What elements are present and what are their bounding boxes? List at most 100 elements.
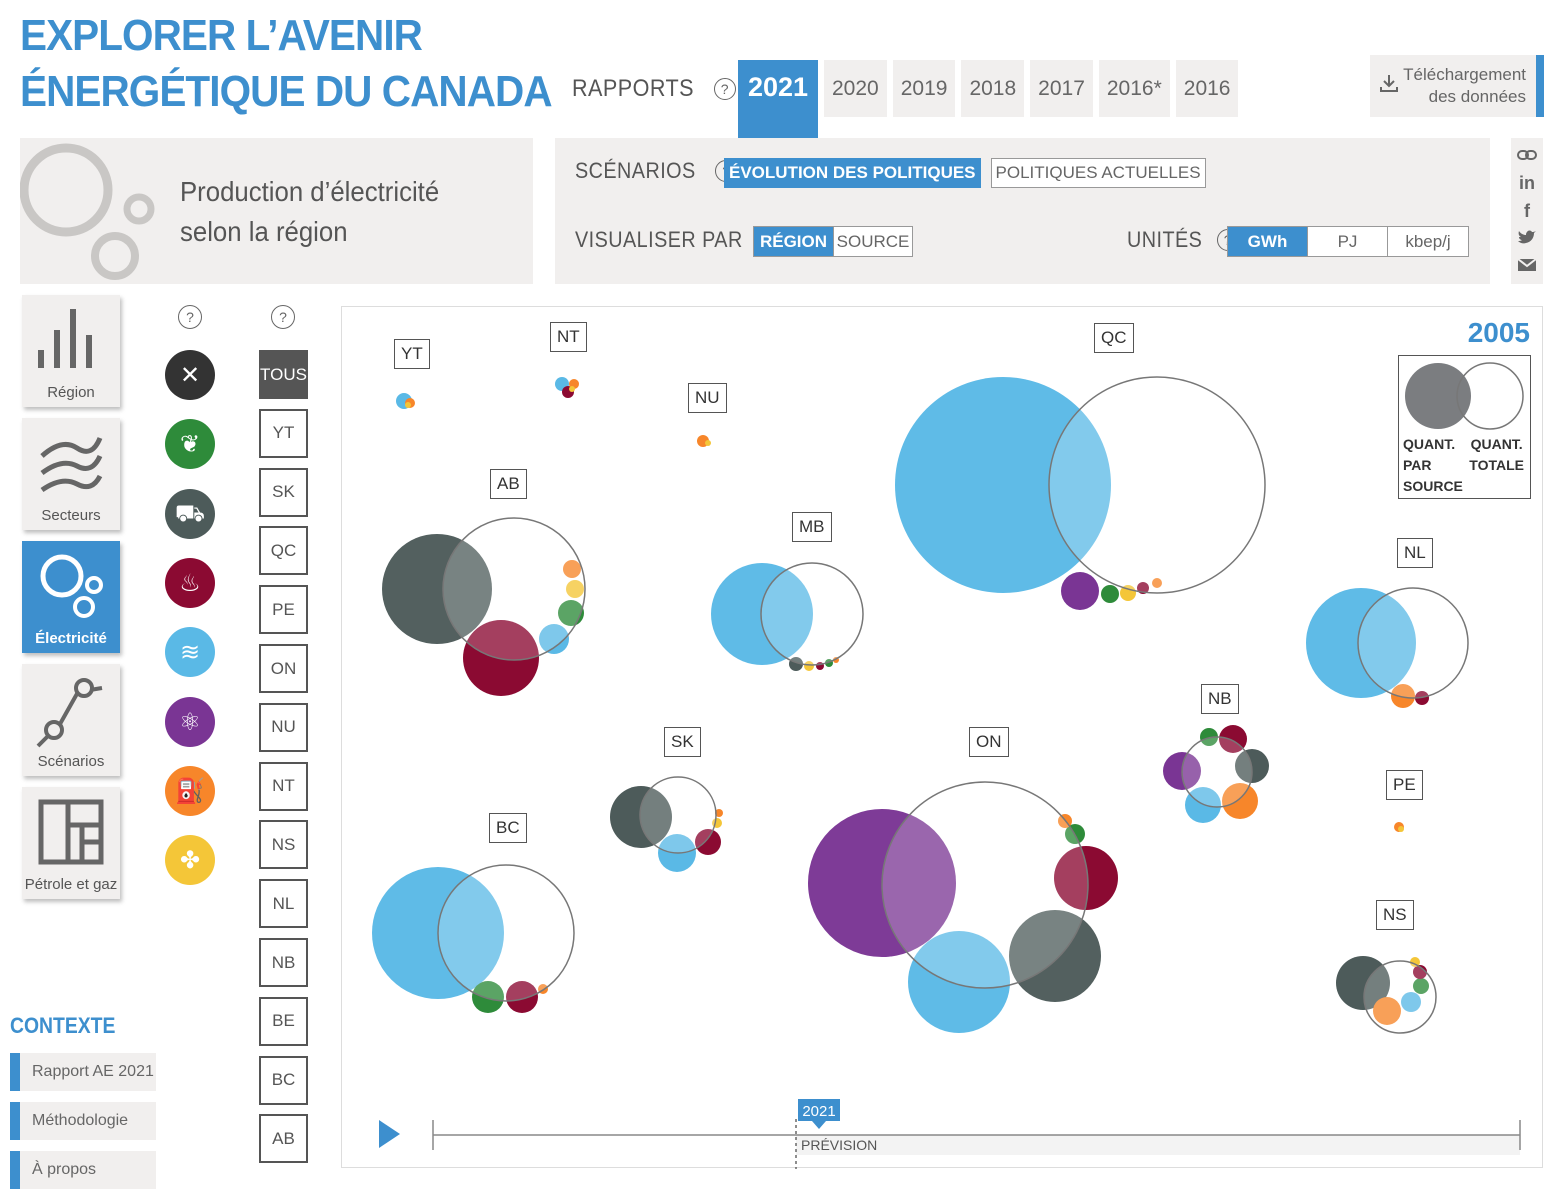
tab-year-2016[interactable]: 2016 [1175,60,1239,117]
bubble-qc-biomasse[interactable] [1101,585,1119,603]
region-bubble-group-ns[interactable] [1336,956,1437,1034]
region-bubble-group-bc[interactable] [372,864,575,1013]
bubble-ns-biomasse[interactable] [1413,978,1429,994]
bubble-bc-gaz[interactable] [506,981,538,1013]
bubble-ab-gaz[interactable] [463,620,539,696]
context-link-rapport[interactable]: Rapport AE 2021 [10,1053,156,1091]
source-filter-hydro[interactable]: ≋ [165,627,215,677]
download-data-button[interactable]: Téléchargement des données [1370,55,1544,117]
nav-region[interactable]: Région [22,295,120,407]
region-filter-pe[interactable]: PE [259,585,308,635]
region-bubble-group-nl[interactable] [1306,587,1469,708]
scenario-evolution-politiques[interactable]: ÉVOLUTION DES POLITIQUES [724,158,981,188]
region-filter-yt[interactable]: YT [259,408,308,458]
region-bubble-group-nb[interactable] [1163,725,1269,823]
bubble-ab-petrole[interactable] [563,560,581,578]
bubble-sk-gaz[interactable] [695,829,721,855]
region-filter-on[interactable]: ON [259,644,308,693]
region-bubble-group-qc[interactable] [895,376,1266,610]
context-link-a-propos[interactable]: À propos [10,1151,156,1189]
region-filter-nl[interactable]: NL [259,879,308,929]
bubble-sk-petrole[interactable] [715,809,723,817]
sources-help-icon[interactable]: ? [178,305,202,329]
source-filter-solaire-eolien[interactable]: ✤ [165,835,215,885]
timeline-marker[interactable] [798,1099,840,1121]
nav-scenarios[interactable]: Scénarios [22,664,120,776]
bubble-ab-solaire_eolien[interactable] [566,580,584,598]
source-filter-tout-effacer[interactable]: ✕ [165,350,215,400]
region-filter-ns[interactable]: NS [259,820,308,870]
region-bubble-group-on[interactable] [808,781,1118,1033]
total-circle-ns[interactable] [1363,960,1437,1034]
bubble-bc-biomasse[interactable] [472,981,504,1013]
source-filter-petrole[interactable]: ⛽ [165,766,215,816]
nav-electricite[interactable]: Électricité [22,541,120,653]
tab-year-2019[interactable]: 2019 [892,60,956,117]
region-filter-ab[interactable]: AB [259,1114,308,1164]
source-filter-gaz[interactable]: ♨ [165,558,215,608]
bubble-qc-petrole[interactable] [1152,578,1162,588]
region-bubble-group-yt[interactable] [396,393,415,409]
play-icon[interactable] [379,1120,400,1148]
bubble-yt-solaire_eolien[interactable] [405,402,411,408]
nav-secteurs[interactable]: Secteurs [22,418,120,530]
bubble-nb-petrole[interactable] [1222,783,1258,819]
region-filter-nb[interactable]: NB [259,938,308,987]
source-filter-charbon[interactable]: ⛟ [165,489,215,539]
region-filter-bc[interactable]: BC [259,1055,308,1105]
total-circle-qc[interactable] [1048,376,1266,594]
bubble-ab-charbon[interactable] [382,534,492,644]
region-filter-sk[interactable]: SK [259,467,308,517]
bubble-ns-gaz[interactable] [1413,965,1427,979]
region-bubble-group-sk[interactable] [610,776,723,872]
nav-petrole-gaz[interactable]: Pétrole et gaz [22,787,120,899]
bubble-pe-solaire_eolien[interactable] [1398,826,1404,832]
total-circle-on[interactable] [881,781,1089,989]
bubble-on-charbon[interactable] [1009,910,1101,1002]
total-circle-bc[interactable] [437,864,575,1002]
bubble-nu-solaire_eolien[interactable] [705,440,711,446]
bubble-nl-petrole[interactable] [1391,684,1415,708]
total-circle-sk[interactable] [639,776,717,854]
unit-gwh[interactable]: GWh [1228,227,1308,256]
bubble-ab-biomasse[interactable] [558,600,584,626]
tab-year-2021[interactable]: 2021 [738,60,818,138]
bubble-qc-nucleaire[interactable] [1061,572,1099,610]
bubble-nt-solaire_eolien[interactable] [569,386,575,392]
region-filter-nu[interactable]: NU [259,702,308,752]
region-bubble-group-nt[interactable] [555,377,579,398]
regions-help-icon[interactable]: ? [271,305,295,329]
bubble-mb-hydro[interactable] [711,563,813,665]
bubble-on-gaz[interactable] [1054,846,1118,910]
reports-help-icon[interactable]: ? [713,78,736,100]
bubble-on-hydro[interactable] [908,931,1010,1033]
region-bubble-group-nu[interactable] [697,435,711,447]
unit-pj[interactable]: PJ [1308,227,1388,256]
total-circle-ab[interactable] [442,517,586,661]
total-circle-mb[interactable] [760,562,864,666]
bubble-sk-charbon[interactable] [610,786,672,848]
tab-year-2016-star[interactable]: 2016* [1098,60,1170,117]
bubble-nb-hydro[interactable] [1185,787,1221,823]
bubble-ns-petrole[interactable] [1373,997,1401,1025]
total-circle-nb[interactable] [1181,736,1253,808]
view-by-region[interactable]: RÉGION [754,227,834,256]
view-by-source[interactable]: SOURCE [834,227,912,256]
unit-kbepj[interactable]: kbep/j [1388,227,1468,256]
region-filter-nt[interactable]: NT [259,761,308,811]
link-icon[interactable] [1517,145,1537,167]
tab-year-2017[interactable]: 2017 [1030,60,1093,117]
tab-year-2020[interactable]: 2020 [824,60,887,117]
context-link-methodologie[interactable]: Méthodologie [10,1102,156,1140]
scenario-politiques-actuelles[interactable]: POLITIQUES ACTUELLES [990,158,1206,188]
linkedin-icon[interactable]: in [1519,173,1535,194]
tab-year-2018[interactable]: 2018 [961,60,1025,117]
bubble-nl-hydro[interactable] [1306,588,1416,698]
region-bubble-group-pe[interactable] [1394,822,1404,832]
bubble-ns-solaire_eolien[interactable] [1410,957,1420,967]
facebook-icon[interactable]: f [1524,200,1530,221]
bubble-nb-biomasse[interactable] [1200,728,1218,746]
source-filter-biomasse[interactable]: ❦ [165,419,215,469]
region-filter-be[interactable]: BE [259,996,308,1046]
twitter-icon[interactable] [1517,228,1537,250]
